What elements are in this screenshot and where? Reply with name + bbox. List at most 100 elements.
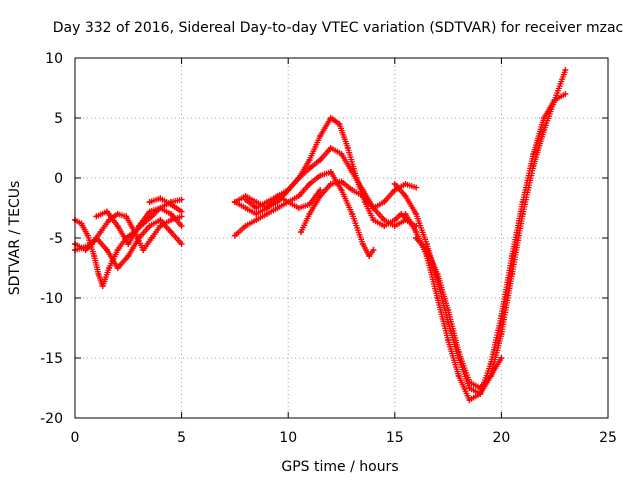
data-point: [317, 172, 324, 179]
data-point: [178, 196, 185, 203]
data-point: [413, 235, 420, 241]
data-point: [381, 223, 388, 229]
data-point: [274, 205, 281, 211]
data-point: [148, 213, 155, 220]
data-point: [338, 178, 345, 185]
data-point: [114, 247, 121, 253]
x-tick-label: 10: [279, 430, 297, 446]
data-point: [114, 223, 121, 229]
y-tick-label: -5: [49, 231, 63, 247]
y-tick-label: 10: [45, 51, 63, 67]
data-point: [349, 187, 356, 193]
data-point: [338, 151, 345, 157]
data-point: [541, 127, 548, 133]
data-point: [242, 223, 249, 229]
data-point: [93, 213, 100, 220]
data-point: [135, 223, 142, 229]
data-point: [413, 211, 420, 217]
data-point: [423, 241, 430, 247]
data-point: [445, 337, 452, 343]
data-point: [146, 199, 153, 205]
data-point: [99, 283, 106, 289]
data-point: [434, 295, 441, 301]
x-axis-label: GPS time / hours: [281, 459, 398, 475]
data-point: [498, 355, 505, 361]
data-point: [157, 223, 164, 229]
data-point: [231, 232, 238, 239]
data-point: [103, 247, 110, 253]
data-point: [306, 211, 313, 217]
x-tick-label: 5: [177, 430, 186, 446]
grid: [75, 58, 608, 418]
data-point: [402, 211, 409, 217]
data-point: [366, 253, 373, 259]
y-tick-label: 5: [54, 111, 63, 127]
data-point: [391, 223, 398, 229]
data-point: [295, 175, 302, 181]
y-tick-label: -20: [40, 411, 63, 427]
data-point: [253, 199, 260, 205]
data-point: [93, 235, 100, 241]
data-point: [466, 379, 473, 385]
data-point: [285, 199, 292, 205]
data-point: [562, 91, 569, 97]
data-point: [370, 217, 377, 223]
data-point: [306, 165, 313, 172]
data-series: [72, 67, 569, 403]
data-point: [487, 373, 494, 379]
plot-frame: [74, 57, 609, 419]
data-point: [106, 265, 113, 271]
data-point: [148, 235, 155, 241]
data-point: [370, 205, 377, 211]
y-tick-label: 0: [54, 171, 63, 187]
data-point: [114, 265, 121, 271]
data-point: [327, 169, 334, 175]
data-point: [327, 115, 334, 121]
data-point: [285, 187, 292, 193]
data-point: [402, 181, 409, 187]
data-point: [253, 205, 260, 211]
data-point: [317, 187, 324, 193]
data-point: [140, 247, 147, 253]
data-point: [317, 193, 324, 199]
data-point: [509, 253, 516, 259]
series-arc-early-e: [146, 195, 185, 215]
data-point: [336, 121, 343, 127]
y-tick-label: -15: [40, 351, 63, 367]
data-point: [157, 205, 164, 211]
series-arc-mid-a: [231, 115, 411, 229]
data-point: [551, 97, 558, 103]
data-point: [253, 211, 260, 217]
data-point: [242, 196, 249, 203]
data-point: [263, 205, 270, 211]
data-point: [95, 271, 102, 277]
data-point: [306, 157, 313, 163]
data-point: [498, 331, 505, 337]
data-point: [146, 208, 153, 215]
data-point: [295, 205, 302, 211]
data-point: [359, 193, 366, 199]
data-point: [231, 199, 238, 205]
data-point: [466, 385, 473, 391]
x-tick-label: 15: [386, 430, 404, 446]
data-point: [466, 397, 473, 403]
data-point: [91, 253, 98, 259]
data-point: [349, 211, 356, 217]
data-point: [167, 217, 174, 223]
data-point: [306, 201, 313, 208]
x-tick-label: 0: [71, 430, 80, 446]
data-point: [413, 184, 420, 191]
data-point: [487, 361, 494, 367]
data-point: [253, 217, 260, 223]
data-point: [103, 208, 110, 215]
series-arc-early-d: [93, 205, 185, 247]
data-point: [391, 187, 398, 193]
data-point: [349, 169, 356, 175]
data-point: [114, 211, 121, 217]
data-point: [445, 307, 452, 313]
data-point: [274, 199, 281, 205]
data-point: [78, 220, 85, 227]
series-arc-late-c: [413, 235, 505, 391]
data-point: [381, 199, 388, 205]
data-point: [167, 229, 174, 235]
